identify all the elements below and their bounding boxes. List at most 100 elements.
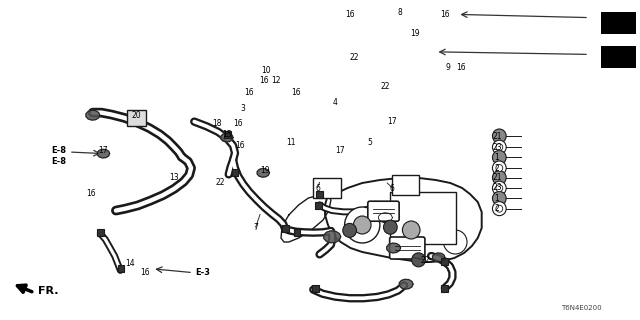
- Circle shape: [492, 140, 506, 154]
- Circle shape: [492, 181, 506, 195]
- Text: 23: 23: [492, 143, 502, 152]
- FancyBboxPatch shape: [390, 237, 425, 259]
- Bar: [118, 265, 124, 272]
- Circle shape: [496, 144, 503, 151]
- Bar: [282, 225, 289, 232]
- Text: 6: 6: [389, 184, 394, 193]
- Text: 13: 13: [170, 173, 179, 182]
- Bar: [97, 229, 104, 236]
- Circle shape: [403, 221, 420, 239]
- Polygon shape: [0, 287, 15, 320]
- Text: 22: 22: [381, 82, 390, 91]
- Text: 6: 6: [316, 184, 320, 193]
- Text: FR.: FR.: [38, 285, 58, 296]
- Polygon shape: [97, 149, 109, 158]
- FancyBboxPatch shape: [392, 175, 419, 195]
- Polygon shape: [0, 195, 15, 242]
- Text: 3: 3: [241, 104, 246, 113]
- Bar: [232, 169, 238, 176]
- Circle shape: [492, 129, 506, 143]
- Text: 16: 16: [235, 141, 244, 150]
- Polygon shape: [324, 231, 340, 243]
- Text: E-3: E-3: [195, 268, 211, 277]
- Bar: [127, 110, 147, 126]
- Bar: [316, 191, 323, 198]
- Text: 16: 16: [244, 88, 254, 97]
- Polygon shape: [387, 243, 401, 253]
- Text: 22: 22: [216, 178, 225, 187]
- Text: 15: 15: [222, 130, 232, 139]
- Text: 16: 16: [292, 88, 301, 97]
- Bar: [294, 229, 300, 236]
- Text: 1: 1: [495, 153, 499, 162]
- Text: 16: 16: [260, 76, 269, 85]
- Text: 7: 7: [253, 223, 258, 232]
- Text: 20: 20: [132, 111, 141, 120]
- Text: 4: 4: [333, 98, 338, 107]
- Text: 21: 21: [492, 132, 502, 140]
- Text: 9: 9: [445, 63, 451, 72]
- Text: 12: 12: [271, 76, 280, 85]
- Text: E-8: E-8: [51, 157, 66, 166]
- Text: 23: 23: [492, 183, 502, 192]
- Circle shape: [394, 212, 429, 248]
- Polygon shape: [221, 133, 233, 142]
- Text: 16: 16: [86, 189, 95, 198]
- Text: T6N4E0200: T6N4E0200: [561, 305, 602, 311]
- FancyBboxPatch shape: [368, 201, 399, 221]
- Text: B-4-21: B-4-21: [602, 24, 635, 33]
- Text: 22: 22: [420, 256, 429, 265]
- Circle shape: [492, 202, 506, 216]
- Circle shape: [412, 253, 426, 267]
- Text: 16: 16: [141, 268, 150, 277]
- Text: E-8: E-8: [51, 146, 66, 155]
- Bar: [442, 285, 448, 292]
- Circle shape: [492, 161, 506, 175]
- Text: 16: 16: [440, 10, 450, 19]
- Circle shape: [353, 216, 371, 234]
- Circle shape: [492, 150, 506, 164]
- Circle shape: [492, 171, 506, 185]
- Text: 14: 14: [125, 259, 135, 268]
- Bar: [312, 285, 319, 292]
- Text: 16: 16: [345, 10, 355, 19]
- Polygon shape: [379, 213, 392, 222]
- Polygon shape: [86, 110, 100, 120]
- FancyBboxPatch shape: [314, 178, 340, 198]
- Text: B-4-20: B-4-20: [602, 47, 635, 56]
- Bar: [442, 258, 448, 265]
- Polygon shape: [399, 279, 413, 289]
- Text: 5: 5: [367, 138, 372, 147]
- Bar: [315, 202, 322, 209]
- Circle shape: [496, 205, 503, 212]
- Bar: [224, 131, 231, 138]
- Text: B-4-21: B-4-21: [602, 58, 635, 67]
- Polygon shape: [433, 253, 445, 262]
- Text: 17: 17: [335, 146, 345, 155]
- Circle shape: [492, 191, 506, 205]
- Text: 16: 16: [234, 119, 243, 128]
- Text: 16: 16: [456, 63, 465, 72]
- Text: 22: 22: [349, 53, 359, 62]
- Circle shape: [496, 164, 503, 172]
- Text: 21: 21: [492, 173, 502, 182]
- Text: B-4-20: B-4-20: [602, 13, 635, 22]
- Text: 10: 10: [262, 66, 271, 75]
- Polygon shape: [257, 168, 269, 177]
- Bar: [390, 192, 456, 244]
- Circle shape: [444, 230, 467, 254]
- Text: 1: 1: [495, 194, 499, 203]
- Text: 2: 2: [495, 204, 499, 213]
- Text: 8: 8: [397, 8, 402, 17]
- Text: 19: 19: [260, 166, 270, 175]
- Text: 2: 2: [495, 164, 499, 172]
- Circle shape: [344, 207, 380, 243]
- Text: 19: 19: [411, 29, 420, 38]
- Polygon shape: [325, 178, 482, 262]
- Text: 18: 18: [212, 119, 222, 128]
- Text: 17: 17: [387, 117, 396, 126]
- Circle shape: [496, 185, 503, 192]
- Text: 17: 17: [99, 146, 108, 155]
- Circle shape: [383, 220, 397, 234]
- Text: 11: 11: [287, 138, 296, 147]
